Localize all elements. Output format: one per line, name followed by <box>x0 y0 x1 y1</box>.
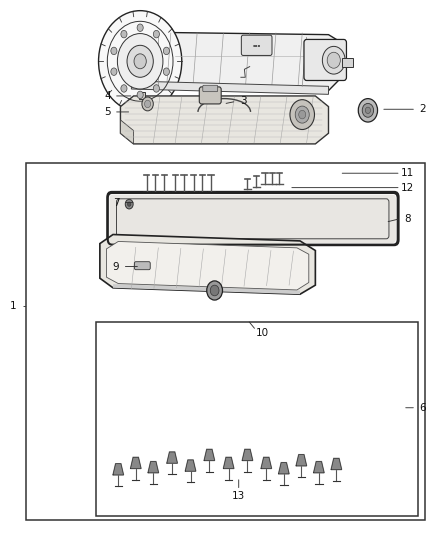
Circle shape <box>121 85 127 92</box>
FancyBboxPatch shape <box>304 39 346 80</box>
Bar <box>26 163 425 520</box>
Circle shape <box>137 91 143 99</box>
Circle shape <box>362 103 374 117</box>
Text: 8: 8 <box>404 214 411 223</box>
Polygon shape <box>100 235 315 294</box>
Circle shape <box>111 47 117 55</box>
Text: 4: 4 <box>104 91 111 101</box>
Text: 9: 9 <box>113 262 120 271</box>
Polygon shape <box>148 462 159 473</box>
Polygon shape <box>204 449 215 461</box>
Text: 2: 2 <box>419 104 426 114</box>
Polygon shape <box>314 462 324 473</box>
Polygon shape <box>120 120 134 144</box>
Polygon shape <box>131 81 328 94</box>
Text: 7: 7 <box>113 198 120 207</box>
Circle shape <box>295 106 309 123</box>
FancyBboxPatch shape <box>241 35 272 55</box>
Text: 11: 11 <box>401 168 414 178</box>
Circle shape <box>127 45 153 77</box>
Polygon shape <box>129 32 342 91</box>
Circle shape <box>117 34 163 89</box>
Circle shape <box>134 54 146 69</box>
FancyBboxPatch shape <box>134 262 150 270</box>
Polygon shape <box>185 460 196 471</box>
Circle shape <box>327 52 340 68</box>
Text: 3: 3 <box>240 96 247 106</box>
Polygon shape <box>131 457 141 469</box>
Polygon shape <box>106 241 309 290</box>
Circle shape <box>163 68 170 75</box>
Polygon shape <box>223 457 234 469</box>
Text: 13: 13 <box>232 491 245 500</box>
Text: ▪▪▪: ▪▪▪ <box>253 43 261 47</box>
Text: 12: 12 <box>401 183 414 192</box>
Circle shape <box>145 100 151 108</box>
Circle shape <box>153 30 159 38</box>
FancyBboxPatch shape <box>110 195 396 243</box>
FancyBboxPatch shape <box>203 85 218 92</box>
Circle shape <box>290 100 314 130</box>
FancyBboxPatch shape <box>342 58 353 67</box>
FancyBboxPatch shape <box>139 92 145 99</box>
Circle shape <box>163 47 170 55</box>
Polygon shape <box>113 464 124 475</box>
Text: 10: 10 <box>256 328 269 338</box>
Text: 1: 1 <box>10 302 17 311</box>
Circle shape <box>207 281 223 300</box>
Polygon shape <box>113 284 300 294</box>
Text: 6: 6 <box>419 403 426 413</box>
Polygon shape <box>242 449 253 461</box>
Text: 5: 5 <box>104 107 111 117</box>
Circle shape <box>127 202 131 206</box>
Circle shape <box>358 99 378 122</box>
Circle shape <box>137 24 143 31</box>
Polygon shape <box>279 463 289 474</box>
Circle shape <box>299 110 306 119</box>
Polygon shape <box>296 455 307 466</box>
Circle shape <box>125 199 133 209</box>
Circle shape <box>322 46 345 74</box>
Polygon shape <box>261 457 272 469</box>
Circle shape <box>365 107 371 114</box>
Circle shape <box>99 11 182 112</box>
Circle shape <box>210 285 219 296</box>
Polygon shape <box>331 458 342 470</box>
FancyBboxPatch shape <box>199 87 221 104</box>
Polygon shape <box>120 96 328 144</box>
Circle shape <box>153 85 159 92</box>
Circle shape <box>111 68 117 75</box>
Circle shape <box>142 97 153 111</box>
Polygon shape <box>167 452 177 463</box>
Circle shape <box>121 30 127 38</box>
Bar <box>96 322 418 516</box>
